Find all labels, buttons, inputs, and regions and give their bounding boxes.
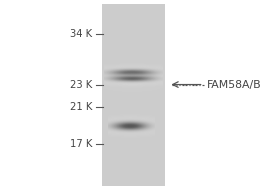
Text: 34 K: 34 K — [70, 29, 92, 39]
Text: FAM58A/B: FAM58A/B — [207, 80, 262, 89]
Text: 23 K: 23 K — [70, 80, 92, 89]
Bar — [102, 4, 165, 186]
Text: 21 K: 21 K — [70, 102, 92, 112]
Text: 17 K: 17 K — [70, 139, 92, 149]
